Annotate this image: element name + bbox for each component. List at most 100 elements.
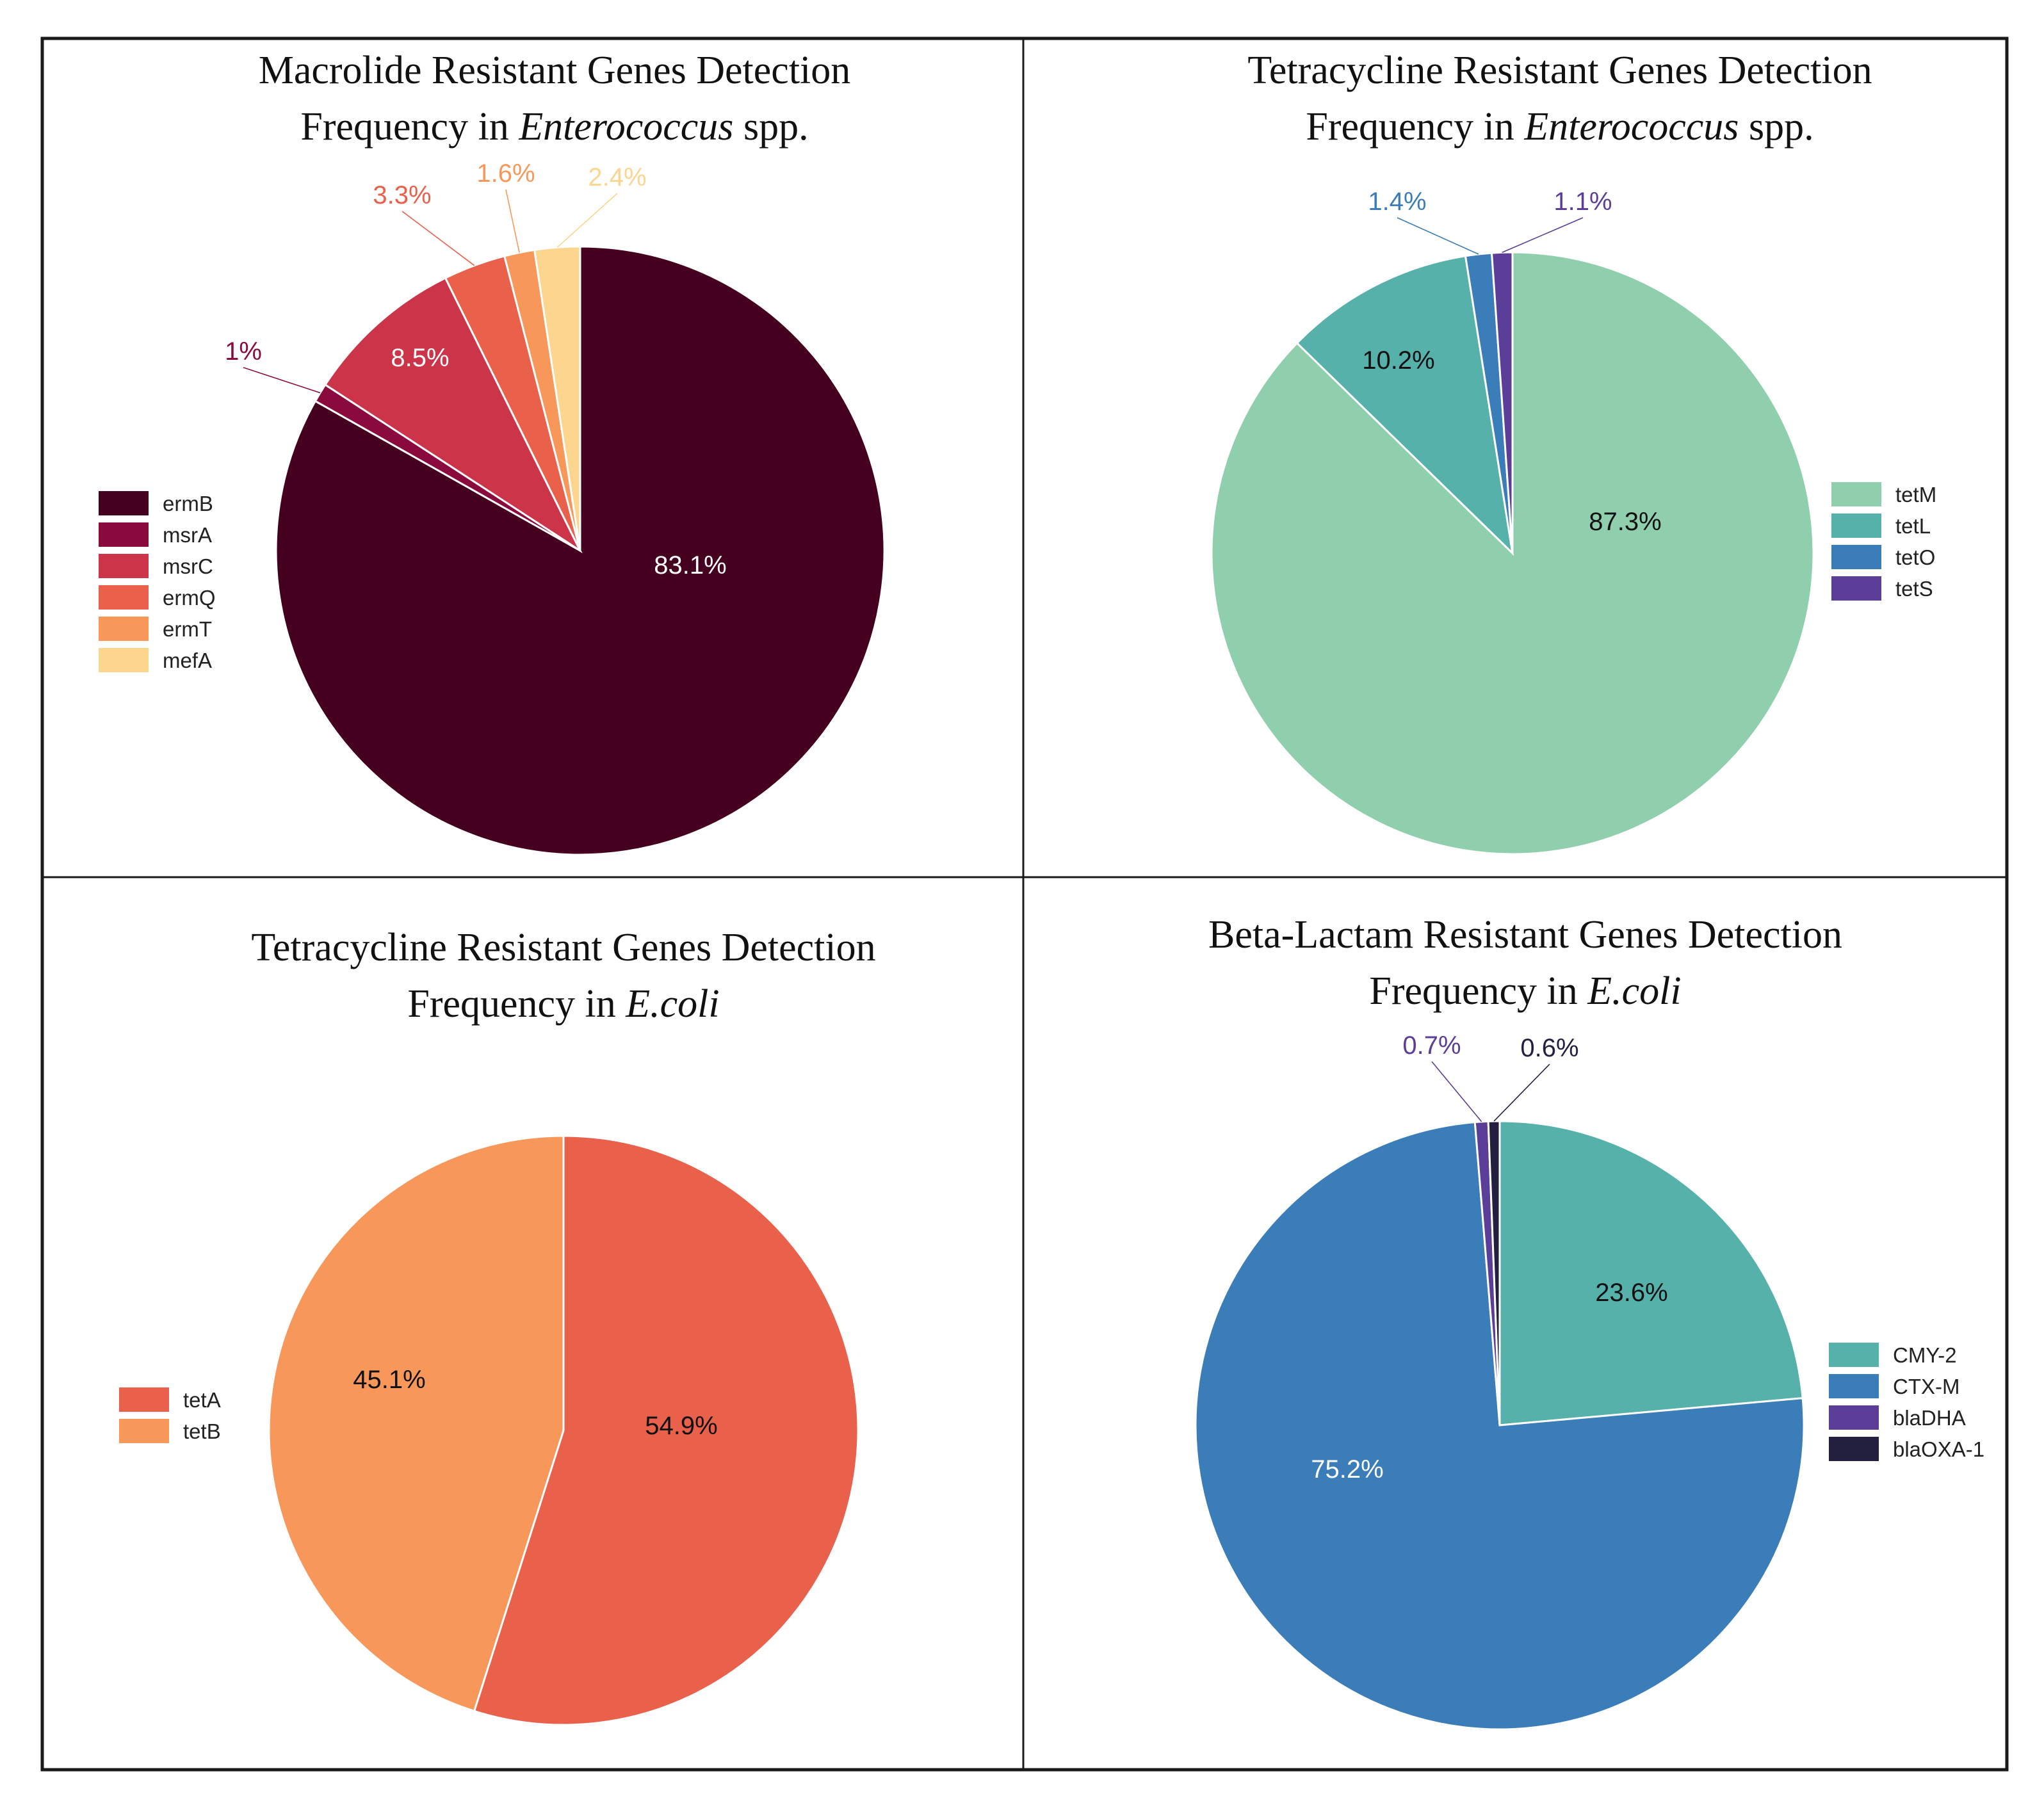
slice-label-teto: 1.4% (1368, 188, 1426, 216)
pie-slice-cmy-2 (1498, 1120, 1804, 1427)
legend-label-teta: tetA (183, 1388, 221, 1412)
legend-label-cmy-2: CMY-2 (1893, 1343, 1957, 1367)
legend-swatch-tetb (119, 1419, 169, 1443)
slice-label-cmy-2: 23.6% (1595, 1279, 1667, 1307)
pie-slice-teta (473, 1135, 859, 1726)
legend-label-msra: msrA (163, 523, 212, 547)
pie-slice-msrc (323, 277, 583, 554)
legend-label-ermq: ermQ (163, 586, 216, 610)
leader-line-mefa (556, 193, 618, 248)
chart-title-line1: Macrolide Resistant Genes Detection (259, 49, 851, 92)
title-prefix: Frequency in (1369, 969, 1587, 1013)
leader-line-tets (1502, 217, 1584, 254)
slices (1194, 1120, 1805, 1731)
title-prefix: Frequency in (407, 982, 626, 1026)
chart-title-line2: Frequency in E.coli (407, 982, 719, 1026)
legend: ermB msrA msrC ermQ ermT mefA (99, 491, 216, 672)
pie-slice-tetl (1295, 255, 1514, 556)
slice-label-ctx-m: 75.2% (1311, 1455, 1383, 1484)
legend-label-teto: tetO (1895, 546, 1935, 569)
pie-slice-ctx-m (1194, 1120, 1805, 1731)
legend-swatch-bladha (1829, 1405, 1879, 1430)
slice-label-mefa: 2.4% (588, 163, 646, 191)
legend-label-ermb: ermB (163, 492, 213, 515)
legend-swatch-tets (1831, 576, 1881, 601)
pie-chart-3: Tetracycline Resistant Genes Detection Fr… (119, 926, 876, 1726)
chart-title-line1: Tetracycline Resistant Genes Detection (251, 926, 875, 969)
legend-swatch-blaoxa-1 (1829, 1437, 1879, 1461)
chart-title-line1: Beta-Lactam Resistant Genes Detection (1208, 913, 1842, 957)
legend-swatch-tetl (1831, 513, 1881, 538)
slice-label-tetl: 10.2% (1362, 346, 1434, 375)
title-prefix: Frequency in (300, 105, 519, 149)
legend-swatch-msra (99, 522, 149, 547)
leader-line-blaoxa-1 (1493, 1063, 1550, 1122)
legend-swatch-ermb (99, 491, 149, 515)
pie-chart-2: Tetracycline Resistant Genes Detection Fr… (1210, 49, 1936, 855)
title-organism: Enterococcus (518, 105, 733, 149)
slice-label-tetb: 45.1% (353, 1366, 425, 1394)
title-prefix: Frequency in (1306, 105, 1524, 149)
title-organism: Enterococcus (1523, 105, 1739, 149)
legend-swatch-msrc (99, 554, 149, 578)
slices (1210, 251, 1815, 855)
slice-label-msra: 1% (225, 337, 262, 366)
slice-labels: 54.9% 45.1% (353, 1366, 717, 1440)
slice-label-msrc: 8.5% (391, 344, 449, 372)
chart-title-line1: Tetracycline Resistant Genes Detection (1247, 49, 1872, 92)
slice-label-ermq: 3.3% (373, 181, 431, 209)
slice-label-ermt: 1.6% (476, 159, 535, 188)
legend: CMY-2 CTX-M blaDHA blaOXA-1 (1829, 1343, 1984, 1461)
title-organism: E.coli (1587, 969, 1681, 1013)
legend-label-tetl: tetL (1895, 514, 1931, 538)
leader-line-ermt (505, 189, 520, 253)
slice-labels: 83.1% 1% 8.5% 3.3% 1.6% 2.4% (225, 159, 727, 579)
slice-label-blaoxa-1: 0.6% (1520, 1034, 1578, 1062)
legend-label-ctx-m: CTX-M (1893, 1375, 1959, 1398)
legend-label-mefa: mefA (163, 649, 212, 672)
legend: tetM tetL tetO tetS (1831, 482, 1936, 601)
slice-labels: 23.6% 75.2% 0.7% 0.6% (1311, 1031, 1667, 1484)
title-suffix: spp. (733, 105, 808, 149)
legend: tetA tetB (119, 1387, 221, 1443)
pie-slice-blaoxa-1 (1487, 1120, 1501, 1426)
legend-swatch-teta (119, 1387, 169, 1412)
outer-border (40, 36, 2009, 1772)
legend-swatch-ermq (99, 585, 149, 610)
legend-swatch-mefa (99, 648, 149, 672)
slice-label-teta: 54.9% (645, 1412, 717, 1440)
leader-line-teto (1397, 217, 1479, 255)
leader-line-msra (243, 367, 321, 394)
pie-chart-1: Macrolide Resistant Genes Detection Frequ… (99, 49, 886, 856)
legend-label-msrc: msrC (163, 554, 213, 578)
slice-label-ermb: 83.1% (654, 551, 726, 579)
legend-label-tetm: tetM (1895, 483, 1936, 506)
chart-title-line2: Frequency in Enterococcus spp. (300, 105, 808, 149)
chart-title-line2: Frequency in Enterococcus spp. (1306, 105, 1813, 149)
pie-chart-4: Beta-Lactam Resistant Genes Detection Fre… (1194, 913, 1984, 1731)
legend-label-ermt: ermT (163, 617, 212, 641)
slice-label-tets: 1.1% (1553, 188, 1612, 216)
slice-label-tetm: 87.3% (1589, 508, 1661, 536)
title-suffix: spp. (1739, 105, 1813, 149)
legend-swatch-teto (1831, 545, 1881, 569)
chart-title-line2: Frequency in E.coli (1369, 969, 1681, 1013)
leader-line-bladha (1431, 1061, 1482, 1122)
legend-swatch-ctx-m (1829, 1374, 1879, 1398)
pie-slice-tetb (268, 1135, 565, 1713)
slices (275, 245, 886, 856)
legend-label-tets: tetS (1895, 577, 1933, 601)
legend-swatch-cmy-2 (1829, 1343, 1879, 1367)
legend-label-blaoxa-1: blaOXA-1 (1893, 1437, 1984, 1461)
slices (268, 1135, 859, 1726)
legend-label-tetb: tetB (183, 1419, 221, 1443)
legend-label-bladha: blaDHA (1893, 1406, 1966, 1430)
title-organism: E.coli (625, 982, 719, 1026)
legend-swatch-ermt (99, 617, 149, 641)
slice-labels: 87.3% 10.2% 1.4% 1.1% (1362, 188, 1661, 536)
leader-line-ermq (402, 211, 475, 266)
panel-frame (40, 36, 2009, 1772)
legend-swatch-tetm (1831, 482, 1881, 506)
slice-label-bladha: 0.7% (1402, 1031, 1461, 1060)
